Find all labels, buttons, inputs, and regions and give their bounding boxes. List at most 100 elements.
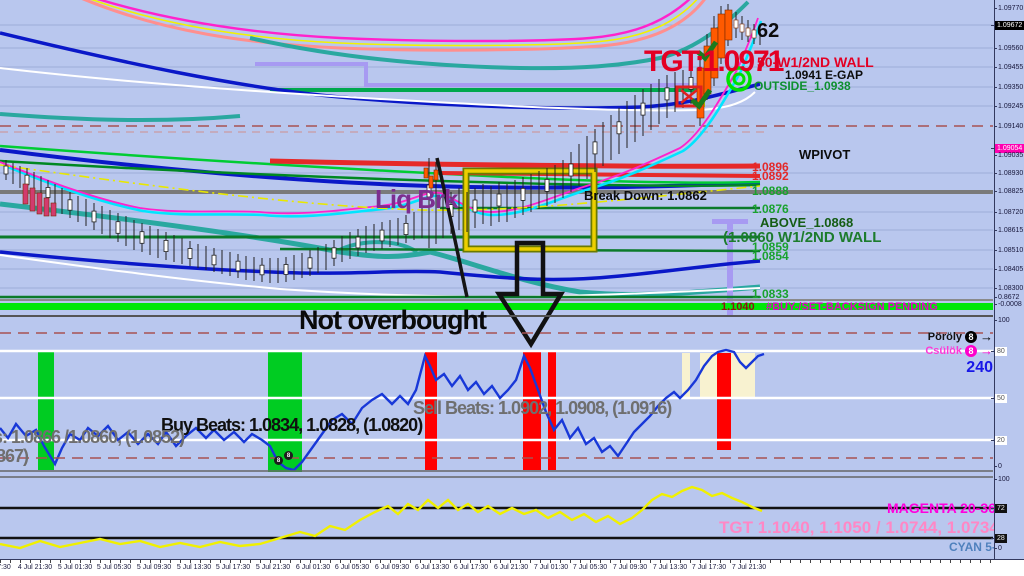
- blue-ma-top: [0, 31, 761, 110]
- time-tick-label: 7 Jul 05:30: [572, 564, 608, 571]
- osc-marker-badge: 8: [284, 451, 293, 460]
- candle-body: [24, 174, 30, 186]
- candle-body: [163, 239, 169, 252]
- signal-bar-green: [38, 352, 54, 470]
- candle-body: [45, 187, 51, 198]
- right-arrow-icon: →: [980, 329, 993, 344]
- annotation-lvl-10896: 1.0896: [752, 160, 789, 174]
- time-tick-label: 6 Jul 01:30: [295, 564, 331, 571]
- annotation-outside: OUTSIDE_1.0938: [754, 79, 851, 93]
- candle-body: [115, 221, 121, 234]
- red-band-10896: [269, 158, 761, 169]
- annotation-left-cut-2: 867): [0, 446, 29, 466]
- lavender-segment: [712, 219, 748, 224]
- candle-body: [472, 199, 478, 213]
- candle-body: [307, 257, 313, 269]
- price-tick: 1.09770: [993, 5, 1024, 12]
- annotation-tgt-main: TGT:1.0971: [644, 45, 784, 78]
- price-tick: 1.08720: [993, 209, 1024, 216]
- candle-body: [50, 202, 57, 217]
- candle-body: [3, 165, 9, 175]
- candle-body: [91, 210, 97, 223]
- envelope-mid-line: [90, 0, 698, 47]
- signal-bar-red: [548, 352, 556, 470]
- csulok-label: Csülök: [925, 345, 962, 357]
- drawn-trendline[interactable]: [435, 157, 469, 298]
- osc-marker-badge: 8: [274, 456, 283, 465]
- time-tick-label: 7 Jul 21:30: [731, 564, 767, 571]
- annotation-magenta-band: MAGENTA 20-36: [887, 500, 996, 516]
- drawn-box[interactable]: [464, 169, 596, 251]
- annotation-lvl-10833: 1.0833: [752, 287, 789, 301]
- candle-body: [355, 236, 361, 249]
- price-tick: 1.08510: [993, 247, 1024, 254]
- time-tick-label: 7 Jul 17:30: [691, 564, 727, 571]
- annotation-egap: 1.0941 E-GAP: [785, 68, 864, 82]
- teal-band-top: [249, 0, 750, 71]
- candle-body: [29, 187, 36, 212]
- lime-band: [0, 303, 993, 310]
- price-tick: -0.0008: [994, 301, 1022, 308]
- candle-body: [211, 254, 217, 266]
- price-tick: 100: [994, 317, 1010, 324]
- time-tick-label: 6 Jul 13:30: [414, 564, 450, 571]
- checkmark-icon: [696, 40, 719, 62]
- poroly-label: Pöröly: [927, 331, 962, 343]
- price-tick: 1.09672: [990, 21, 1024, 30]
- candle-body: [67, 199, 73, 211]
- candle-body: [688, 77, 694, 90]
- down-arrow[interactable]: [494, 240, 565, 349]
- price-tick: 1.09035: [993, 152, 1024, 159]
- annotation-wpivot: WPIVOT: [799, 147, 851, 162]
- tick-strip: [0, 560, 994, 563]
- envelope-outer-line: [81, 0, 706, 52]
- candle-body: [187, 248, 193, 259]
- candle-body: [22, 183, 29, 205]
- oscillator1-line: [0, 348, 765, 472]
- candle-body: [259, 264, 265, 276]
- price-tick: 1.09054: [990, 144, 1024, 153]
- time-tick-label: 5 Jul 05:30: [96, 564, 132, 571]
- time-tick-label: 7 Jul 01:30: [533, 564, 569, 571]
- price-tick: 1.08615: [993, 227, 1024, 234]
- candle-body: [592, 141, 598, 155]
- price-tick: 72: [991, 504, 1007, 513]
- price-tick: 1.09560: [993, 45, 1024, 52]
- price-tick: 1.08300: [993, 285, 1024, 292]
- time-tick-label: 6 Jul 21:30: [493, 564, 529, 571]
- price-axis[interactable]: 1.09770 1.09672 1.09560 1.09455 1.09350 1.092…: [990, 0, 1024, 559]
- annotation-sell-beats: Sell Beats: 1.0902, 1.0908, (1.0916): [413, 398, 672, 418]
- timeframe-label: 240: [966, 359, 993, 376]
- time-axis[interactable]: 7:30 4 Jul 21:30 5 Jul 01:305 Jul 05:30 5 J…: [0, 559, 1024, 576]
- annotation-not-overbought: Not overbought: [299, 305, 487, 335]
- candle-body: [423, 167, 429, 179]
- annotation-count-62: 62: [757, 20, 780, 42]
- candle-body: [568, 163, 574, 177]
- magenta-fast-ma: [0, 17, 759, 215]
- time-tick-label: 5 Jul 01:30: [57, 564, 93, 571]
- annotation-breakdown: Break Down: 1.0862: [584, 188, 707, 203]
- candle-body: [616, 121, 622, 135]
- csulok-value-badge: 8: [965, 345, 977, 357]
- annotation-buy-beats: Buy Beats: 1.0834, 1.0828, (1.0820): [161, 415, 423, 435]
- annotation-tgt-line: TGT 1.1040, 1.1050 / 1.0744, 1.0734: [719, 518, 999, 537]
- time-tick-label: 5 Jul 21:30: [255, 564, 291, 571]
- indicator-row-poroly: Pöröly 8 →: [905, 330, 993, 344]
- candle-body: [433, 169, 439, 181]
- price-tick: 0.8672: [993, 294, 1020, 301]
- yellow-dashdot-ma: [0, 164, 761, 212]
- annotation-pending-price: 1.1040: [721, 301, 755, 313]
- candle-body: [664, 87, 670, 101]
- teal-band-left: [0, 112, 241, 123]
- price-tick: 1.08825: [993, 188, 1024, 195]
- signal-bar-red: [717, 353, 731, 450]
- price-tick: 1.09350: [993, 84, 1024, 91]
- blue-ma-low: [0, 250, 761, 282]
- time-tick-label: 7:30: [0, 564, 11, 571]
- lavender-vertical: [727, 222, 733, 316]
- price-tick: 20: [991, 436, 1007, 445]
- candle-body: [496, 193, 502, 207]
- annotation-lvl-10876: 1.0876: [752, 202, 789, 216]
